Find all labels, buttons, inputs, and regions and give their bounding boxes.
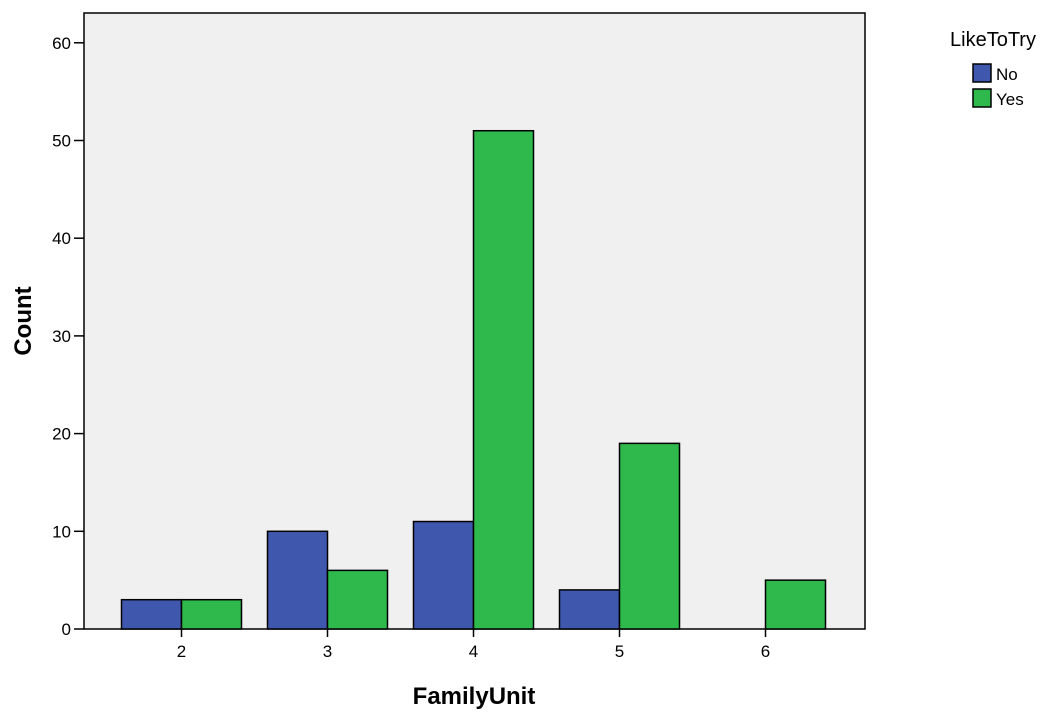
x-axis: 2 3 4 5 6 — [177, 629, 770, 661]
legend-label-yes: Yes — [996, 90, 1024, 109]
y-tick-label-5: 50 — [52, 132, 71, 151]
bar-no-5 — [558, 589, 621, 630]
x-tick-label-3: 5 — [615, 642, 624, 661]
legend-swatch-yes — [972, 88, 992, 108]
bar-yes-6 — [764, 579, 827, 630]
bar-no-3 — [266, 530, 329, 630]
y-axis-title: Count — [10, 286, 37, 355]
bar-yes-3 — [326, 569, 389, 630]
bar-yes-2 — [180, 598, 243, 630]
y-axis: 0 10 20 30 40 50 60 — [52, 34, 84, 639]
y-tick-label-2: 20 — [52, 425, 71, 444]
y-tick-label-3: 30 — [52, 327, 71, 346]
y-tick-label-0: 0 — [62, 620, 71, 639]
legend-swatch-no — [972, 63, 992, 83]
y-tick-label-1: 10 — [52, 522, 71, 541]
bar-yes-4 — [472, 129, 535, 630]
x-axis-title: FamilyUnit — [413, 683, 536, 709]
bar-no-4 — [412, 520, 475, 630]
legend: LikeToTry No Yes — [950, 29, 1036, 109]
x-tick-label-4: 6 — [761, 642, 770, 661]
legend-label-no: No — [996, 65, 1018, 84]
x-tick-label-1: 3 — [323, 642, 332, 661]
legend-title: LikeToTry — [950, 29, 1036, 51]
bar-yes-5 — [618, 442, 681, 630]
x-tick-label-0: 2 — [177, 642, 186, 661]
x-tick-label-2: 4 — [469, 642, 478, 661]
legend-items: No Yes — [972, 63, 1024, 109]
y-tick-label-6: 60 — [52, 34, 71, 53]
bars — [120, 129, 827, 630]
y-tick-label-4: 40 — [52, 229, 71, 248]
bar-no-2 — [120, 598, 183, 630]
